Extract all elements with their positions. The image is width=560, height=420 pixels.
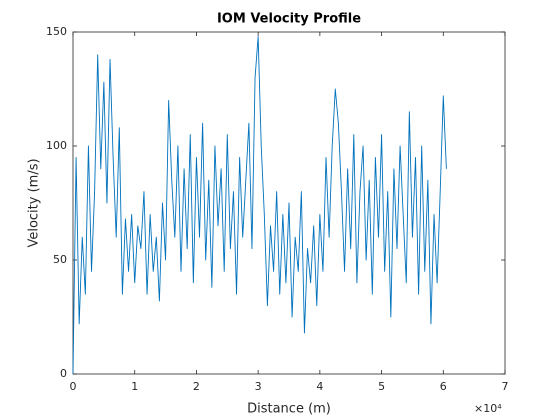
x-tick-label: 5 xyxy=(378,380,385,393)
y-tick-label: 150 xyxy=(46,25,67,38)
y-tick-label: 0 xyxy=(60,367,67,380)
x-tick-label: 7 xyxy=(502,380,509,393)
x-tick-label: 6 xyxy=(440,380,447,393)
y-tick-label: 100 xyxy=(46,139,67,152)
y-axis-label: Velocity (m/s) xyxy=(27,158,42,247)
x-tick-label: 3 xyxy=(255,380,262,393)
y-tick-label: 50 xyxy=(53,253,67,266)
data-line xyxy=(72,36,447,375)
x-tick-label: 2 xyxy=(193,380,200,393)
chart-title: IOM Velocity Profile xyxy=(217,12,361,27)
x-tick-label: 4 xyxy=(316,380,323,393)
x-tick-label: 1 xyxy=(131,380,138,393)
x-exponent-label: ×10⁴ xyxy=(474,402,502,415)
x-tick-label: 0 xyxy=(70,380,77,393)
x-axis-label: Distance (m) xyxy=(247,402,331,417)
